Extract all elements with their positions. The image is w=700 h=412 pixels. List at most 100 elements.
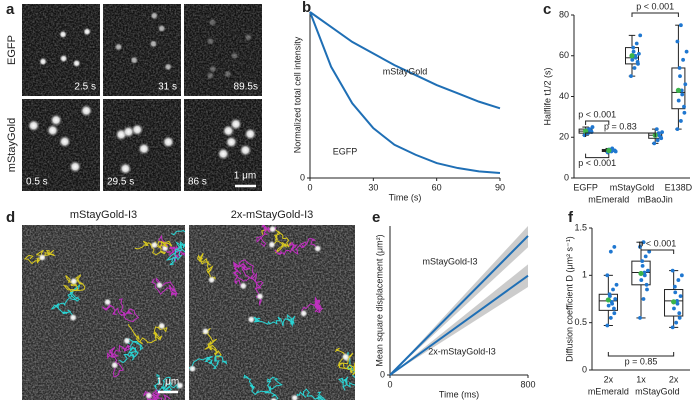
data-point [679, 88, 684, 93]
spot [244, 33, 253, 42]
annotation: p = 0.85 [625, 356, 658, 366]
track [233, 259, 264, 307]
data-point [678, 74, 682, 79]
data-point [682, 110, 687, 115]
spot [225, 136, 238, 149]
data-point [643, 254, 648, 259]
scale-label: 1 μm [234, 171, 256, 182]
spot [207, 275, 216, 284]
track [101, 298, 140, 323]
x-axis-label: Time (s) [389, 192, 422, 202]
annotation: p < 0.001 [638, 238, 676, 248]
spot [150, 241, 159, 250]
spot [247, 315, 256, 324]
mean-point [629, 53, 635, 59]
spot [58, 135, 71, 148]
data-point [605, 323, 610, 328]
series-label: 2x-mStayGold-I3 [428, 346, 496, 356]
micrograph [189, 225, 355, 400]
spot [255, 292, 264, 301]
confidence-band [390, 226, 528, 375]
bracket [585, 120, 610, 125]
group-label: mStayGold [635, 386, 680, 396]
data-point [634, 41, 639, 46]
y-tick-label: 0 [564, 172, 569, 182]
spot [69, 277, 78, 286]
data-point [638, 316, 642, 320]
spot [69, 313, 78, 322]
x-tick-label: 90 [495, 182, 505, 192]
series-label: EGFP [333, 146, 358, 156]
data-point [670, 268, 675, 273]
data-point [611, 287, 615, 292]
image-title: 2x-mStayGold-I3 [231, 209, 314, 221]
spot [222, 124, 235, 137]
track [166, 241, 185, 266]
x-tick-label: 1x [636, 374, 646, 384]
annotation: p < 0.001 [578, 158, 616, 168]
micrograph [103, 99, 181, 191]
data-point [631, 49, 636, 54]
image-noise [22, 4, 100, 96]
track [119, 337, 144, 364]
spot [290, 393, 299, 400]
data-point [676, 278, 681, 282]
spot [80, 104, 93, 117]
series-line [309, 11, 501, 175]
spot [155, 281, 164, 290]
time-label: 89.5s [234, 82, 258, 93]
y-axis-label: Normalized total cell intensity [292, 36, 302, 153]
y-tick-label: 1.5 [574, 222, 587, 232]
spot [72, 59, 81, 68]
mean-point [583, 128, 589, 134]
image-noise [184, 4, 262, 96]
data-point [590, 125, 595, 129]
x-tick-label: 0 [387, 379, 392, 389]
y-axis-label: Diffusion coefficient D (μm² s⁻¹) [564, 236, 574, 362]
data-point [679, 119, 683, 123]
spot [130, 56, 139, 65]
bracket [585, 153, 610, 159]
track [256, 225, 277, 247]
row-label: EGFP [6, 35, 18, 65]
spot [59, 54, 68, 63]
time-label: 86 s [188, 177, 207, 188]
data-point [606, 303, 611, 308]
spot [299, 309, 308, 318]
spot [208, 18, 217, 27]
spot [137, 142, 150, 155]
data-point [644, 282, 649, 287]
x-tick-label: mStayGold [610, 182, 655, 192]
spot [149, 39, 158, 48]
track [51, 283, 81, 318]
series-line [309, 11, 501, 110]
spot [268, 225, 277, 234]
spot [119, 162, 132, 175]
time-label: 0.5 s [26, 177, 48, 188]
image-noise [103, 4, 181, 96]
track [134, 240, 173, 256]
image-noise [189, 225, 355, 400]
data-point [684, 49, 689, 54]
micrograph [184, 4, 262, 96]
bracket [585, 132, 656, 138]
data-point [635, 59, 640, 64]
spot [206, 37, 215, 46]
track [189, 355, 228, 371]
data-point [641, 297, 646, 301]
data-point [672, 284, 677, 289]
x-tick-label: 800 [520, 379, 535, 389]
spot [38, 253, 47, 262]
spot [206, 71, 215, 80]
spot [223, 70, 232, 79]
annotation: p < 0.001 [636, 1, 674, 11]
series-line [389, 274, 529, 376]
data-point [638, 33, 643, 38]
spot [162, 136, 175, 149]
y-tick-label: 0 [380, 369, 385, 379]
panel-label: b [302, 0, 311, 16]
scale-label: 1 μm [157, 377, 179, 388]
data-point [670, 325, 675, 330]
track [301, 296, 324, 314]
data-point [613, 149, 618, 154]
